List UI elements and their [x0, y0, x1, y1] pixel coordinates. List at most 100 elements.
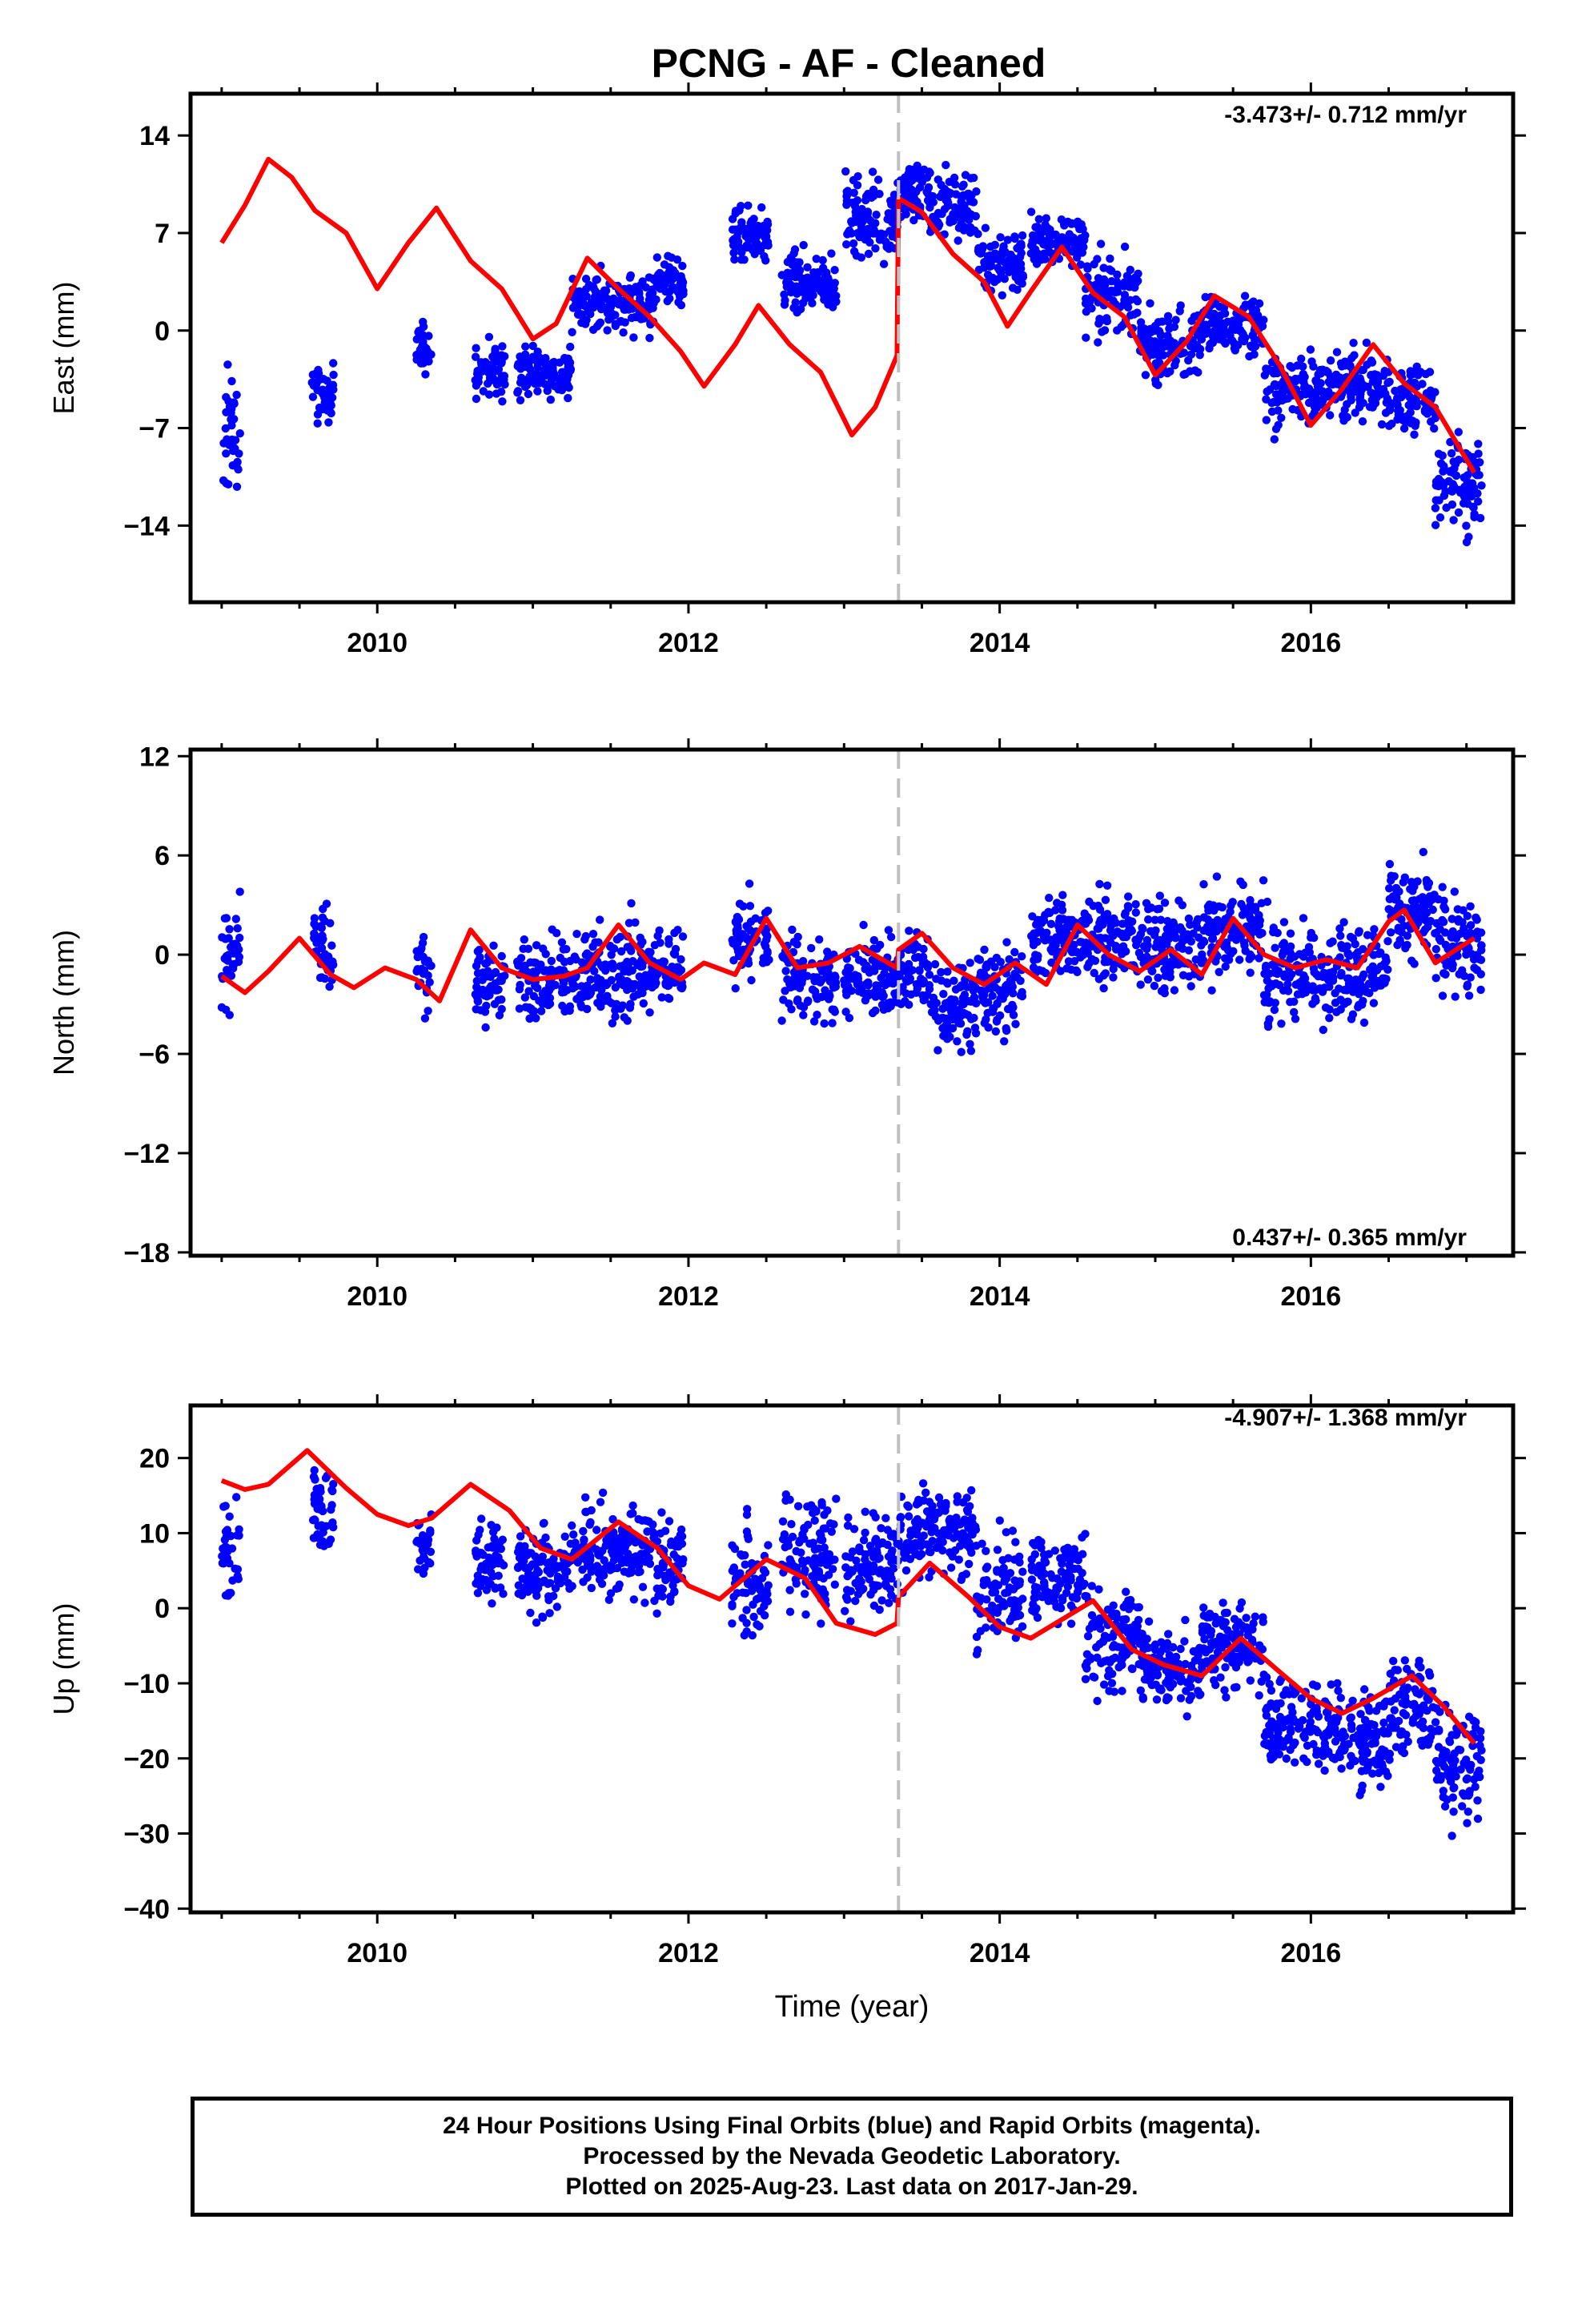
x-tick-label: 2016: [1281, 628, 1342, 658]
data-point: [1083, 913, 1092, 922]
data-point: [602, 1562, 611, 1571]
data-point: [541, 966, 551, 975]
data-point: [971, 211, 981, 221]
data-point: [533, 348, 542, 356]
data-point: [1430, 424, 1439, 433]
data-point: [1066, 1576, 1075, 1585]
data-point: [417, 964, 426, 974]
data-point: [782, 278, 791, 287]
data-point: [559, 979, 568, 987]
data-point: [925, 971, 934, 979]
model-curve: [219, 156, 1476, 474]
data-point: [859, 920, 868, 930]
figure-title: PCNG - AF - Cleaned: [652, 41, 1046, 86]
x-tick-label: 2014: [970, 628, 1030, 658]
data-point: [516, 1532, 525, 1541]
data-point: [541, 950, 550, 959]
data-point: [1210, 906, 1219, 915]
data-point: [990, 1588, 1000, 1597]
data-point: [544, 1592, 553, 1601]
data-point: [743, 1505, 752, 1514]
data-point: [807, 943, 816, 953]
data-point: [1351, 939, 1359, 949]
data-point: [954, 236, 962, 245]
data-point: [611, 321, 620, 331]
data-point: [1106, 254, 1114, 263]
data-point: [787, 1005, 796, 1014]
data-point: [881, 1514, 890, 1522]
data-point: [963, 189, 973, 199]
data-point: [926, 1548, 935, 1557]
data-point: [845, 1014, 854, 1023]
data-point: [1063, 1543, 1072, 1553]
data-point: [1154, 938, 1163, 947]
data-point: [481, 959, 490, 968]
data-point: [482, 1586, 492, 1594]
data-point: [620, 299, 628, 308]
data-point: [862, 1560, 871, 1569]
data-point: [982, 1564, 991, 1573]
data-point: [940, 205, 950, 214]
data-point: [1424, 879, 1434, 888]
data-point: [594, 938, 603, 947]
data-point: [1399, 391, 1407, 400]
data-point: [950, 976, 958, 985]
data-point: [1132, 276, 1141, 285]
data-point: [982, 960, 991, 969]
data-point: [1067, 219, 1076, 228]
data-point: [1095, 879, 1104, 889]
data-point: [492, 1544, 501, 1553]
data-point: [1246, 901, 1255, 910]
data-point: [737, 248, 746, 257]
data-point: [829, 1520, 838, 1529]
data-point: [1055, 915, 1065, 924]
data-point: [1009, 1585, 1018, 1594]
data-point: [1474, 440, 1483, 448]
data-point: [665, 994, 674, 1003]
data-point: [317, 1521, 326, 1530]
data-point: [481, 358, 490, 367]
data-point: [420, 1563, 429, 1572]
data-point: [828, 1019, 837, 1027]
data-point: [791, 1575, 800, 1584]
data-point: [491, 986, 500, 995]
data-point: [671, 944, 681, 954]
data-point: [1279, 939, 1289, 947]
data-point: [1087, 304, 1096, 313]
data-point: [972, 1650, 982, 1659]
data-point: [966, 197, 975, 206]
data-point: [1469, 503, 1478, 512]
data-point: [515, 985, 524, 994]
data-point: [540, 1576, 548, 1585]
data-point: [596, 981, 604, 990]
data-point: [665, 1517, 674, 1526]
data-point: [564, 393, 572, 403]
data-point: [652, 1584, 661, 1593]
data-point: [418, 1546, 427, 1554]
data-point: [789, 304, 798, 312]
data-point: [1137, 324, 1146, 332]
data-point: [879, 991, 888, 1000]
data-point: [1410, 430, 1419, 439]
data-point: [582, 316, 591, 324]
data-point: [547, 956, 556, 966]
data-point: [990, 277, 999, 287]
data-point: [1110, 960, 1118, 969]
data-point: [1018, 952, 1026, 961]
data-point: [1044, 907, 1053, 917]
data-point: [804, 1556, 813, 1565]
data-point: [962, 1030, 971, 1039]
data-point: [1228, 898, 1237, 907]
data-point: [801, 1590, 809, 1598]
data-point: [1262, 395, 1271, 404]
data-point: [1118, 946, 1126, 955]
data-point: [609, 1536, 619, 1546]
data-point: [1439, 903, 1448, 911]
data-point: [1099, 983, 1108, 993]
data-point: [988, 1007, 998, 1016]
data-point: [1038, 1593, 1047, 1602]
data-point: [315, 1540, 325, 1550]
data-point: [1463, 980, 1472, 989]
data-point: [555, 1562, 564, 1571]
data-point: [652, 1537, 662, 1546]
